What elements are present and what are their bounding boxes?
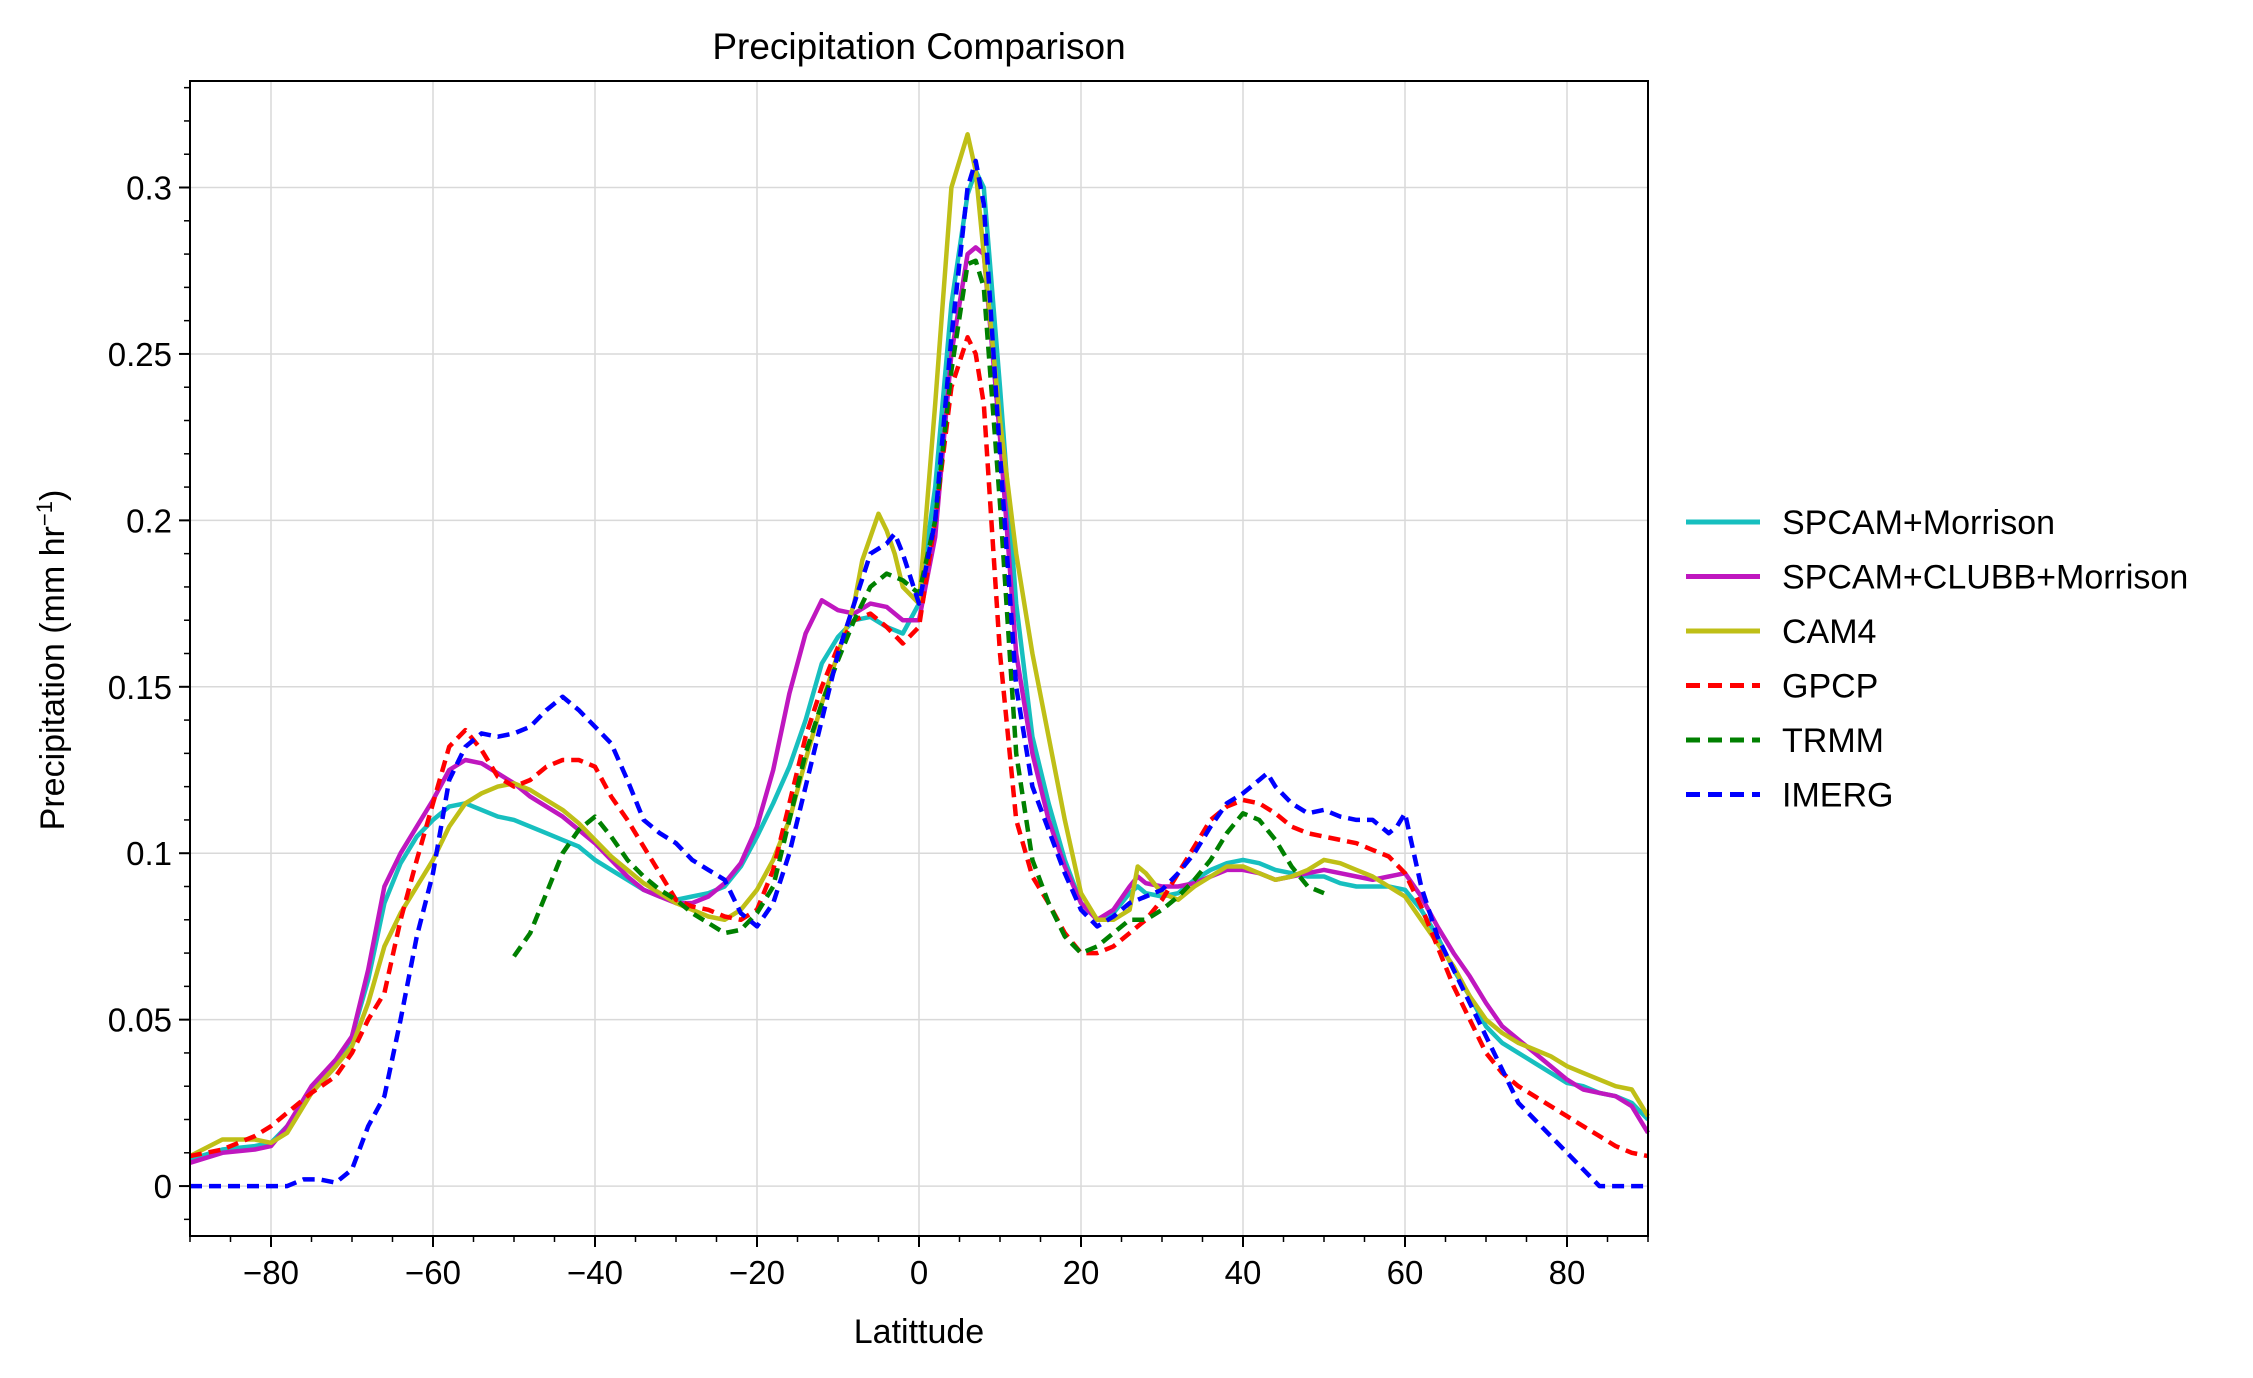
legend-label-cam4: CAM4	[1782, 613, 1876, 651]
legend-label-trmm: TRMM	[1782, 722, 1884, 760]
x-tick-label: −80	[243, 1254, 299, 1291]
x-tick-label: 40	[1225, 1254, 1262, 1291]
x-axis-label: Latittude	[854, 1313, 984, 1351]
x-tick-label: 60	[1387, 1254, 1424, 1291]
series-layer	[188, 132, 1650, 1189]
y-axis-label-main: Precipitation (mm hr	[34, 526, 72, 830]
grid	[190, 81, 1648, 1236]
y-tick-label: 0.15	[108, 669, 172, 706]
series-line-cam4	[188, 132, 1650, 1159]
series-line-spcam-clubb-morrison	[189, 245, 1650, 1165]
chart-title: Precipitation Comparison	[712, 26, 1125, 67]
y-tick-label: 0.05	[108, 1002, 172, 1039]
legend: SPCAM+Morrison SPCAM+CLUBB+Morrison CAM4 GP…	[1686, 504, 2188, 815]
legend-label-spcam-morrison: SPCAM+Morrison	[1782, 504, 2055, 542]
x-tick-label: −40	[567, 1254, 623, 1291]
y-tick-label: 0.3	[126, 170, 172, 207]
y-axis-label: Precipitation (mm hr−1)	[32, 490, 72, 831]
legend-label-gpcp: GPCP	[1782, 668, 1878, 706]
y-tick-label: 0.1	[126, 835, 172, 872]
y-axis-label-exponent: −1	[32, 501, 57, 526]
legend-label-spcam-clubb-morrison: SPCAM+CLUBB+Morrison	[1782, 559, 2188, 597]
series-line-imerg	[190, 158, 1648, 1189]
ticks: −80 −60 −40 −20 0 20 40 60 80 0 0.05 0.1 0.15 0.2 0.25…	[108, 86, 1649, 1291]
x-tick-label: −20	[729, 1254, 785, 1291]
x-tick-label: 20	[1063, 1254, 1100, 1291]
x-tick-label: 0	[910, 1254, 928, 1291]
y-tick-label: 0.25	[108, 336, 172, 373]
y-tick-label: 0	[154, 1168, 172, 1205]
x-tick-label: 80	[1549, 1254, 1586, 1291]
y-axis-label-close: )	[34, 490, 72, 501]
x-tick-label: −60	[405, 1254, 461, 1291]
y-tick-label: 0.2	[126, 502, 172, 539]
legend-label-imerg: IMERG	[1782, 777, 1893, 815]
